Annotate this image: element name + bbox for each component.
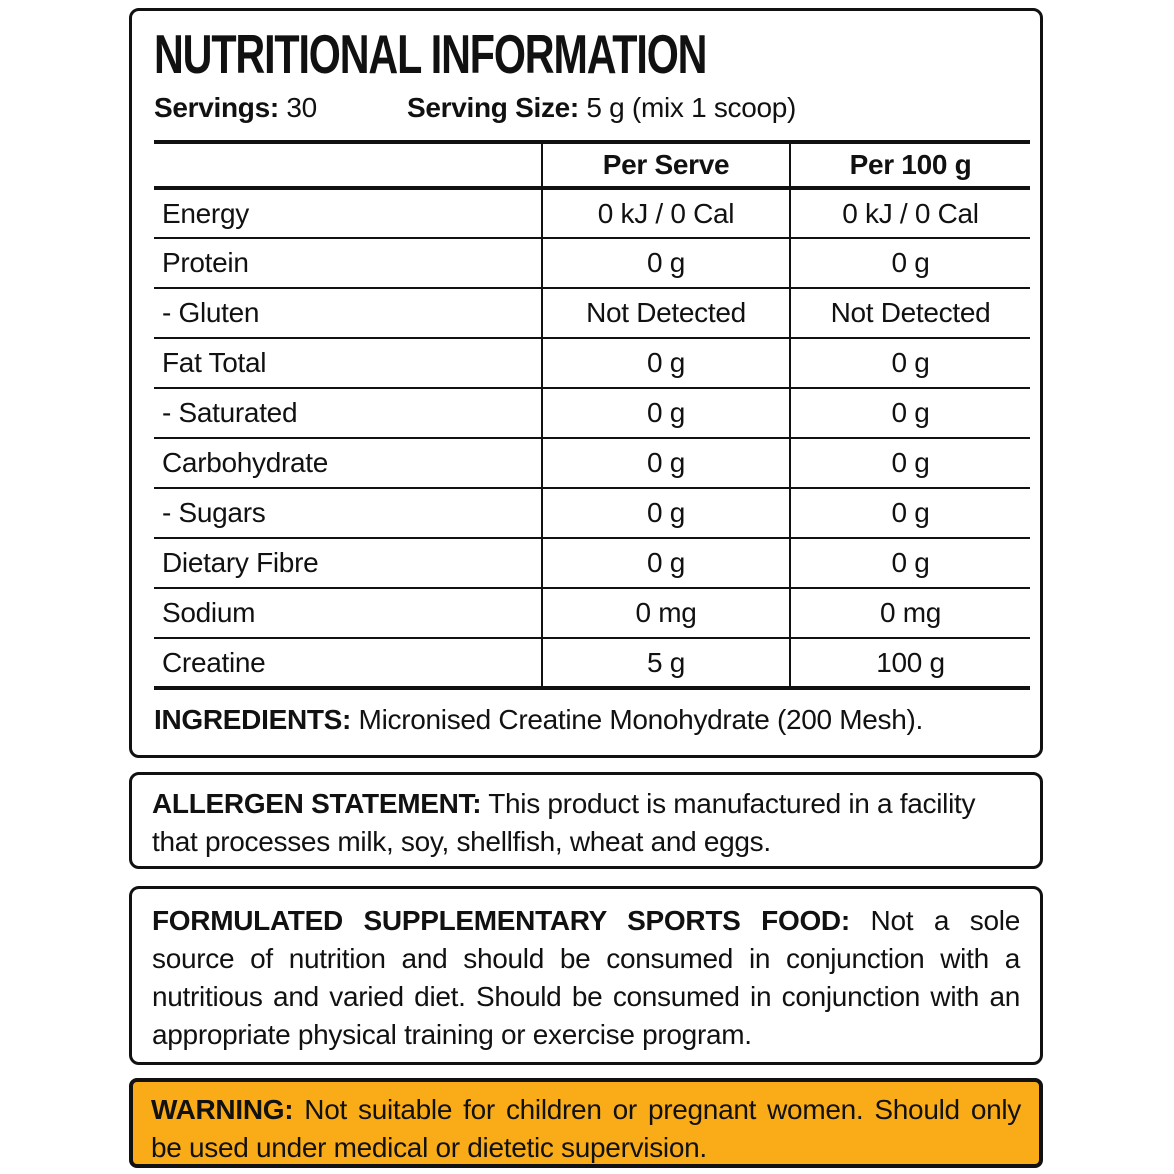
warning-label: WARNING: <box>151 1094 294 1125</box>
table-row: Fat Total 0 g 0 g <box>154 338 1030 389</box>
table-row: Dietary Fibre 0 g 0 g <box>154 538 1030 589</box>
table-row: Creatine 5 g 100 g <box>154 638 1030 688</box>
ingredients-statement: INGREDIENTS: Micronised Creatine Monohyd… <box>154 704 1018 736</box>
formulated-food-panel: FORMULATED SUPPLEMENTARY SPORTS FOOD: No… <box>129 886 1043 1065</box>
per-serve-value: 0 mg <box>541 588 790 639</box>
per-serve-value: 5 g <box>541 638 790 688</box>
ingredients-text: Micronised Creatine Monohydrate (200 Mes… <box>351 704 924 735</box>
formulated-food-label: FORMULATED SUPPLEMENTARY SPORTS FOOD: <box>152 905 850 936</box>
nutrient-label: Carbohydrate <box>154 438 542 489</box>
table-row: - Saturated 0 g 0 g <box>154 388 1030 439</box>
per-100g-value: 0 kJ / 0 Cal <box>789 188 1030 239</box>
nutrient-label: Creatine <box>162 646 266 678</box>
nutrient-label: Fat Total <box>154 338 542 389</box>
ingredients-label: INGREDIENTS: <box>154 704 352 735</box>
warning-statement: WARNING: Not suitable for children or pr… <box>151 1091 1021 1167</box>
header-per-serve: Per Serve <box>541 142 790 190</box>
per-serve-value: 0 g <box>541 238 790 289</box>
per-serve-value: 0 g <box>541 538 790 589</box>
servings-count: Servings: 30 <box>154 92 407 124</box>
nutrient-label: - Sugars <box>154 488 542 539</box>
table-row: - Sugars 0 g 0 g <box>154 488 1030 539</box>
nutrient-label: Dietary Fibre <box>154 538 542 589</box>
nutrient-label: Energy <box>154 188 542 239</box>
per-serve-value: 0 g <box>541 438 790 489</box>
header-per-100g: Per 100 g <box>789 142 1030 190</box>
per-serve-value: Not Detected <box>541 288 790 339</box>
nutrition-table: Per Serve Per 100 g Energy 0 kJ / 0 Cal … <box>154 140 1030 690</box>
per-serve-value: 0 g <box>541 488 790 539</box>
allergen-label: ALLERGEN STATEMENT: <box>152 788 482 819</box>
formulated-food-statement: FORMULATED SUPPLEMENTARY SPORTS FOOD: No… <box>152 902 1020 1054</box>
per-100g-value: 0 g <box>789 238 1030 289</box>
table-row: Protein 0 g 0 g <box>154 238 1030 289</box>
per-serve-value: 0 g <box>541 388 790 439</box>
table-row: - Gluten Not Detected Not Detected <box>154 288 1030 339</box>
servings-value: 30 <box>278 92 317 123</box>
per-100g-value: 0 mg <box>789 588 1030 639</box>
per-100g-value: 0 g <box>789 338 1030 389</box>
per-100g-value: 100 g <box>789 638 1030 688</box>
table-row: Energy 0 kJ / 0 Cal 0 kJ / 0 Cal <box>154 188 1030 239</box>
formulated-food-text: Not a sole source of nutrition and shoul… <box>152 905 1020 1050</box>
per-100g-value: 0 g <box>789 488 1030 539</box>
serving-info: Servings: 30 Serving Size: 5 g (mix 1 sc… <box>154 92 1018 124</box>
per-100g-value: 0 g <box>789 438 1030 489</box>
servings-label: Servings: <box>154 92 279 123</box>
page-title: NUTRITIONAL INFORMATION <box>154 23 707 85</box>
nutrition-panel: NUTRITIONAL INFORMATION Servings: 30 Ser… <box>129 8 1043 758</box>
table-row: Carbohydrate 0 g 0 g <box>154 438 1030 489</box>
table-header-row: Per Serve Per 100 g <box>154 142 1030 190</box>
per-100g-value: 0 g <box>789 388 1030 439</box>
serving-size: Serving Size: 5 g (mix 1 scoop) <box>407 92 796 124</box>
allergen-text: This product is manufactured in a facili… <box>152 788 976 857</box>
per-serve-value: 0 kJ / 0 Cal <box>541 188 790 239</box>
nutrient-label: Sodium <box>154 588 542 639</box>
allergen-statement: ALLERGEN STATEMENT: This product is manu… <box>152 785 1020 861</box>
warning-text: Not suitable for children or pregnant wo… <box>151 1094 1021 1163</box>
per-100g-value: Not Detected <box>789 288 1030 339</box>
header-nutrient <box>154 142 542 190</box>
nutrient-label: - Gluten <box>154 288 542 339</box>
table-row: Sodium 0 mg 0 mg <box>154 588 1030 639</box>
serving-size-value: 5 g (mix 1 scoop) <box>578 92 797 123</box>
nutrient-label: - Saturated <box>154 388 542 439</box>
warning-panel: WARNING: Not suitable for children or pr… <box>129 1078 1043 1168</box>
per-100g-value: 0 g <box>789 538 1030 589</box>
per-serve-value: 0 g <box>541 338 790 389</box>
nutrient-label: Protein <box>154 238 542 289</box>
serving-size-label: Serving Size: <box>407 92 579 123</box>
allergen-panel: ALLERGEN STATEMENT: This product is manu… <box>129 772 1043 869</box>
